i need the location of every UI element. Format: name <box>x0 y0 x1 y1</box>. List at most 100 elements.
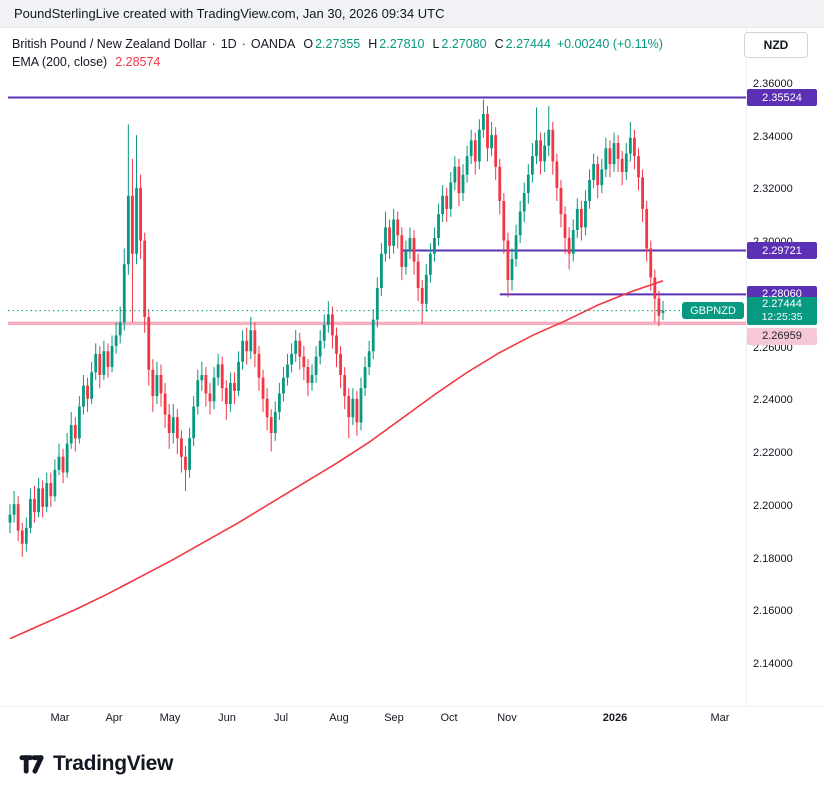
candle-body <box>363 367 367 389</box>
candle-body <box>649 248 653 278</box>
candle-body <box>126 195 130 265</box>
candle-body <box>461 174 465 194</box>
currency-toggle-button[interactable]: NZD <box>744 32 808 58</box>
candle-body <box>367 351 371 368</box>
candle-body <box>531 156 534 175</box>
time-axis[interactable]: Mar Apr May Jun Jul Aug Sep Oct Nov 2026 Mar <box>0 706 824 732</box>
candle-body <box>86 385 89 399</box>
price-axis-label: 2.18000 <box>753 552 793 565</box>
price-axis-label: 2.34000 <box>753 130 793 143</box>
legend-separator: · <box>211 37 216 51</box>
candle-body <box>331 314 334 336</box>
time-axis-divider <box>0 706 824 707</box>
change-value: +0.00240 (+0.11%) <box>556 37 663 51</box>
candle-body <box>184 456 187 470</box>
price-axis-label: 2.16000 <box>753 605 793 618</box>
candle-body <box>375 288 379 320</box>
candle-body <box>171 417 175 433</box>
candle-body <box>486 114 489 149</box>
candle-body <box>637 156 640 178</box>
tradingview-brand[interactable]: TradingView <box>53 751 174 775</box>
candle-body <box>175 417 179 439</box>
candle-body <box>106 351 110 368</box>
candle-body <box>612 143 616 165</box>
candle-body <box>286 364 289 378</box>
candle-body <box>273 411 277 433</box>
close-value: 2.27444 <box>505 37 551 51</box>
time-axis-label: 2026 <box>602 712 628 724</box>
candle-body <box>490 135 493 149</box>
candle-body <box>228 382 232 404</box>
candle-body <box>110 346 114 368</box>
candle-body <box>61 456 65 473</box>
candle-body <box>257 353 261 378</box>
candle-body <box>200 375 204 381</box>
candle-body <box>600 169 604 186</box>
candle-body <box>306 367 310 383</box>
exchange-label[interactable]: OANDA <box>250 37 296 51</box>
chart-legend: British Pound / New Zealand Dollar · 1D · OA… <box>12 35 663 71</box>
candle-body <box>8 514 12 523</box>
price-axis-label: 2.20000 <box>753 499 793 512</box>
candle-body <box>359 388 363 423</box>
price-axis-label: 2.30000 <box>753 236 793 249</box>
candle-body <box>294 340 298 354</box>
candle-body <box>351 398 355 418</box>
candle-body <box>343 375 347 397</box>
open-value: 2.27355 <box>315 37 361 51</box>
candle-body <box>571 230 575 254</box>
ema-legend-label[interactable]: EMA (200, close) <box>12 55 108 69</box>
low-label: L <box>432 37 440 51</box>
symbol-badge: GBPNZD <box>682 302 744 320</box>
candle-body <box>41 488 45 507</box>
candle-body <box>310 375 314 383</box>
candle-body <box>77 406 81 439</box>
candle-body <box>290 353 294 365</box>
price-axis-label: 2.24000 <box>753 394 793 407</box>
candle-body <box>510 259 514 281</box>
high-value: 2.27810 <box>379 37 425 51</box>
close-label: C <box>494 37 504 51</box>
ema-legend-row[interactable]: EMA (200, close) 2.28574 <box>12 53 663 71</box>
ema-200-line[interactable] <box>9 280 664 640</box>
candle-body <box>514 235 518 259</box>
price-axis[interactable]: 2.36000 2.34000 2.32000 2.30000 2.28000 2.260… <box>747 28 824 706</box>
attribution-text: PoundSterlingLive created with TradingVi… <box>14 6 445 21</box>
candle-body <box>204 375 208 394</box>
candle-body <box>518 211 522 236</box>
candle-body <box>604 148 608 170</box>
time-axis-label: Mar <box>710 712 730 724</box>
candle-body <box>16 504 20 531</box>
symbol-legend-row[interactable]: British Pound / New Zealand Dollar · 1D · OA… <box>12 35 663 53</box>
time-axis-label: Jul <box>273 712 289 724</box>
symbol-title[interactable]: British Pound / New Zealand Dollar <box>12 37 207 51</box>
candle-body <box>277 393 281 412</box>
candle-body <box>624 153 628 172</box>
time-axis-label: Nov <box>497 712 517 724</box>
candle-body <box>265 398 269 418</box>
candle-body <box>535 140 538 157</box>
time-axis-label: Sep <box>384 712 404 724</box>
candle-body <box>65 443 69 473</box>
candle-body <box>188 438 191 470</box>
candle-body <box>555 161 559 188</box>
candle-body <box>579 208 583 228</box>
candle-body <box>139 187 142 241</box>
ema-legend-value: 2.28574 <box>115 55 161 69</box>
price-axis-label: 2.36000 <box>753 78 793 90</box>
candle-body <box>82 385 85 407</box>
candle-body <box>12 504 16 515</box>
candle-body <box>539 140 542 162</box>
candle-body <box>384 227 387 254</box>
tradingview-logo-icon[interactable] <box>18 750 45 777</box>
candle-body <box>314 356 318 375</box>
interval-label[interactable]: 1D <box>220 37 237 51</box>
candle-body <box>135 187 138 254</box>
candle-body <box>498 166 502 201</box>
time-axis-label: Mar <box>50 712 70 724</box>
candle-body <box>192 406 196 439</box>
open-label: O <box>303 37 314 51</box>
candle-body <box>433 237 436 254</box>
candle-body <box>298 340 302 357</box>
